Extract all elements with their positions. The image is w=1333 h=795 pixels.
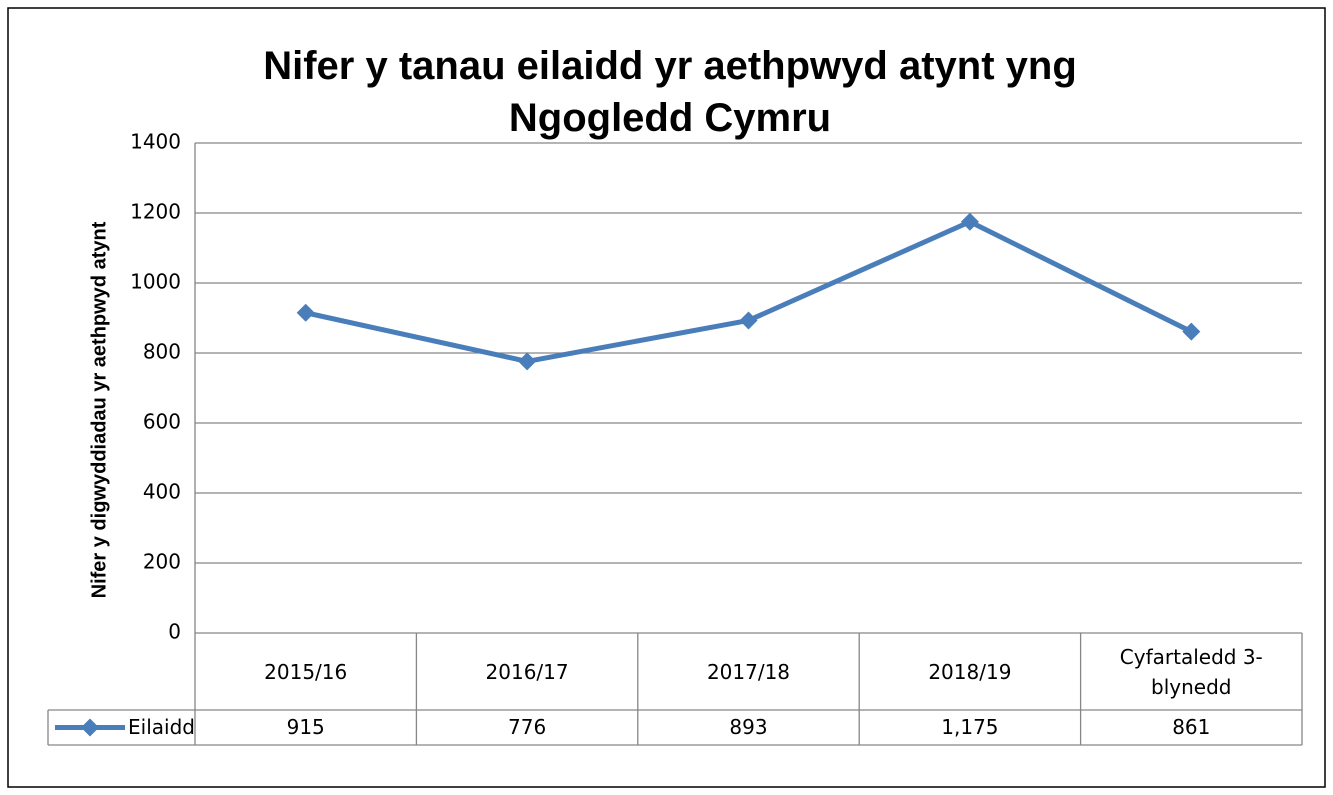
category-cell: 2015/16 [264, 659, 348, 684]
data-table-value: 915 [287, 715, 325, 739]
data-point [518, 352, 537, 371]
category-cell: 2016/17 [485, 659, 569, 684]
data-point [1182, 322, 1201, 341]
y-tick-label: 1000 [130, 270, 181, 294]
legend-marker [81, 718, 99, 737]
category-cell: 2017/18 [706, 659, 791, 684]
y-tick-label: 1400 [130, 130, 181, 154]
x-tick-label: 2016/17 [485, 659, 569, 684]
data-table-value: 1,175 [941, 715, 998, 739]
category-cell: Cyfartaledd 3-blynedd [1119, 644, 1263, 699]
chart-title: Nifer y tanau eilaidd yr aethpwyd atynt … [263, 44, 1077, 140]
data-point [739, 311, 758, 330]
x-tick-label: Cyfartaledd 3-blynedd [1119, 644, 1263, 699]
data-table-value: 893 [729, 715, 767, 739]
data-table-value: 861 [1172, 715, 1210, 739]
y-tick-label: 0 [168, 620, 181, 644]
data-point [960, 212, 979, 231]
chart-frame [7, 7, 1326, 788]
y-tick-label: 800 [143, 340, 181, 364]
x-tick-label: 2015/16 [264, 659, 348, 684]
data-point [296, 303, 315, 322]
legend-label: Eilaidd [128, 715, 195, 739]
y-tick-label: 1200 [130, 200, 181, 224]
y-tick-label: 600 [143, 410, 181, 434]
x-tick-label: 2018/19 [928, 659, 1012, 684]
y-tick-label: 400 [143, 480, 181, 504]
data-table-value: 776 [508, 715, 546, 739]
category-cell: 2018/19 [928, 659, 1012, 684]
y-tick-label: 200 [143, 550, 181, 574]
title-box: Nifer y tanau eilaidd yr aethpwyd atynt … [263, 44, 1077, 140]
x-tick-label: 2017/18 [706, 659, 791, 684]
y-axis-label: Nifer y digwyddiadau yr aethpwyd atynt [88, 221, 110, 598]
